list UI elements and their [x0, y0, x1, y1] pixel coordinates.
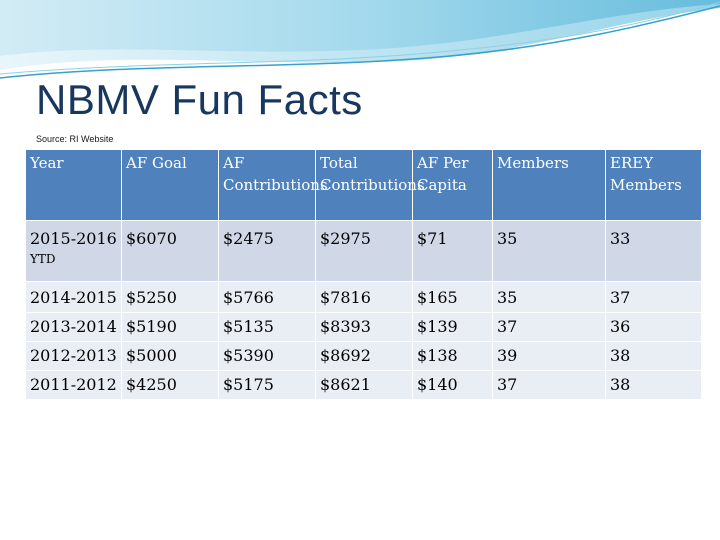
- af-goal-cell: $4250: [122, 371, 219, 400]
- af-per-capita-cell: $165: [413, 282, 493, 313]
- column-header: Total Contributions: [316, 150, 425, 221]
- af-contributions-cell: $5390: [219, 342, 316, 371]
- column-header: AF Contributions: [219, 150, 328, 221]
- af-goal-cell: $6070: [122, 221, 219, 282]
- total-contributions-cell: $8692: [316, 342, 413, 371]
- decorative-wave-banner: [0, 0, 720, 79]
- table-row: 2011-2012 $4250 $5175 $8621 $140 37 38: [26, 371, 702, 400]
- column-header: Year: [26, 150, 122, 221]
- erey-members-cell: 33: [606, 221, 702, 282]
- column-header: AF Goal: [122, 150, 219, 221]
- year-cell: 2015-2016 YTD: [26, 221, 122, 282]
- af-goal-cell: $5000: [122, 342, 219, 371]
- column-header: AF Per Capita: [413, 150, 493, 221]
- column-header: Members: [493, 150, 606, 221]
- total-contributions-cell: $8393: [316, 313, 413, 342]
- members-cell: 37: [493, 371, 606, 400]
- af-per-capita-cell: $71: [413, 221, 493, 282]
- table-row: 2012-2013 $5000 $5390 $8692 $138 39 38: [26, 342, 702, 371]
- table-row: 2015-2016 YTD $6070 $2475 $2975 $71 35 3…: [26, 221, 702, 282]
- year-cell: 2013-2014: [26, 313, 122, 342]
- af-contributions-cell: $2475: [219, 221, 316, 282]
- af-goal-cell: $5250: [122, 282, 219, 313]
- total-contributions-cell: $2975: [316, 221, 413, 282]
- year-cell: 2014-2015: [26, 282, 122, 313]
- table-header-row: Year AF Goal AF Contributions Total Cont…: [26, 150, 702, 221]
- page-title: NBMV Fun Facts: [36, 76, 363, 123]
- year-cell: 2011-2012: [26, 371, 122, 400]
- erey-members-cell: 37: [606, 282, 702, 313]
- af-per-capita-cell: $140: [413, 371, 493, 400]
- ytd-label: YTD: [30, 252, 56, 266]
- members-cell: 35: [493, 221, 606, 282]
- total-contributions-cell: $8621: [316, 371, 413, 400]
- af-contributions-cell: $5135: [219, 313, 316, 342]
- erey-members-cell: 36: [606, 313, 702, 342]
- members-cell: 35: [493, 282, 606, 313]
- af-per-capita-cell: $139: [413, 313, 493, 342]
- af-goal-cell: $5190: [122, 313, 219, 342]
- af-contributions-cell: $5766: [219, 282, 316, 313]
- af-per-capita-cell: $138: [413, 342, 493, 371]
- table-row: 2013-2014 $5190 $5135 $8393 $139 37 36: [26, 313, 702, 342]
- fun-facts-table: Year AF Goal AF Contributions Total Cont…: [26, 150, 702, 400]
- column-header: EREY Members: [606, 150, 702, 221]
- total-contributions-cell: $7816: [316, 282, 413, 313]
- erey-members-cell: 38: [606, 342, 702, 371]
- table-row: 2014-2015 $5250 $5766 $7816 $165 35 37: [26, 282, 702, 313]
- source-note: Source: RI Website: [36, 134, 114, 144]
- af-contributions-cell: $5175: [219, 371, 316, 400]
- year-cell: 2012-2013: [26, 342, 122, 371]
- year-text: 2015-2016: [30, 229, 117, 248]
- members-cell: 37: [493, 313, 606, 342]
- erey-members-cell: 38: [606, 371, 702, 400]
- members-cell: 39: [493, 342, 606, 371]
